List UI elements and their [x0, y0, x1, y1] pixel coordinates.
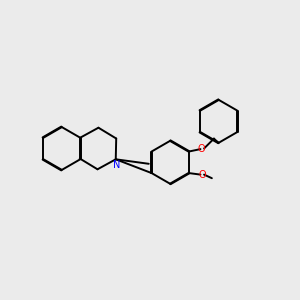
Text: O: O — [198, 169, 206, 180]
Text: N: N — [113, 160, 120, 170]
Text: O: O — [198, 143, 206, 154]
